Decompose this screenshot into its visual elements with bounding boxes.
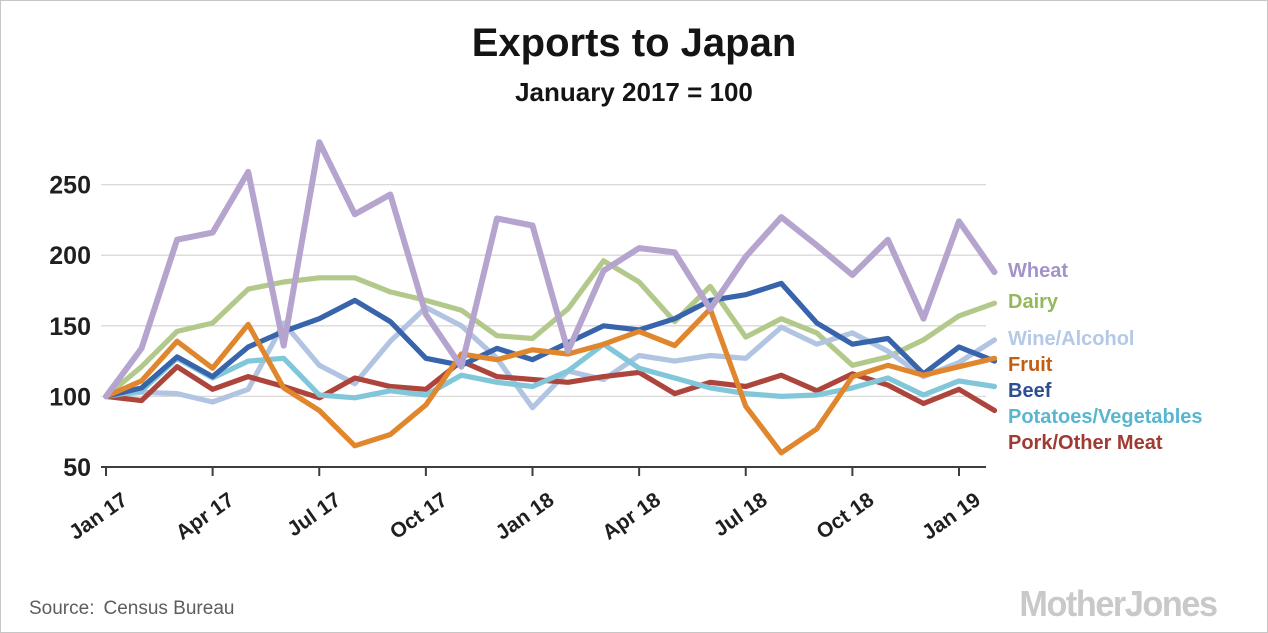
x-axis-label-jul-17: Jul 17 bbox=[283, 488, 345, 541]
legend-beef: Beef bbox=[1008, 379, 1052, 402]
source-value: Census Bureau bbox=[103, 598, 235, 619]
series-line-wheat bbox=[103, 139, 998, 400]
x-axis-label-oct-17: Oct 17 bbox=[386, 488, 452, 544]
legend-wheat: Wheat bbox=[1008, 260, 1068, 283]
series-line-dairy bbox=[103, 258, 998, 399]
source-note: Source: Census Bureau bbox=[29, 598, 234, 620]
legend-fruit: Fruit bbox=[1008, 353, 1053, 376]
y-axis-label-250: 250 bbox=[49, 172, 91, 200]
y-axis-label-150: 150 bbox=[49, 313, 91, 341]
y-axis-label-200: 200 bbox=[49, 242, 91, 270]
legend-wine-alcohol: Wine/Alcohol bbox=[1008, 327, 1135, 350]
y-axis-label-50: 50 bbox=[63, 454, 91, 482]
legend-dairy: Dairy bbox=[1008, 291, 1059, 314]
chart-subtitle: January 2017 = 100 bbox=[515, 77, 753, 107]
chart-title: Exports to Japan bbox=[471, 21, 797, 65]
x-axis-label-jan-17: Jan 17 bbox=[65, 488, 132, 544]
x-axis-label-apr-17: Apr 17 bbox=[172, 488, 239, 544]
x-axis-label-apr-18: Apr 18 bbox=[598, 488, 665, 545]
legend-pork-other-meat: Pork/Other Meat bbox=[1008, 431, 1163, 454]
motherjones-logo: MotherJones bbox=[1019, 583, 1219, 624]
x-axis-label-oct-18: Oct 18 bbox=[812, 488, 878, 544]
x-axis-label-jul-18: Jul 18 bbox=[710, 488, 772, 541]
series-line-fruit bbox=[103, 306, 998, 456]
x-axis-label-jan-18: Jan 18 bbox=[492, 488, 559, 545]
source-label: Source: bbox=[29, 598, 95, 619]
x-axis-label-jan-19: Jan 19 bbox=[918, 488, 985, 544]
legend-potatoes-vegetables: Potatoes/Vegetables bbox=[1008, 405, 1203, 428]
y-axis-label-100: 100 bbox=[49, 383, 91, 411]
